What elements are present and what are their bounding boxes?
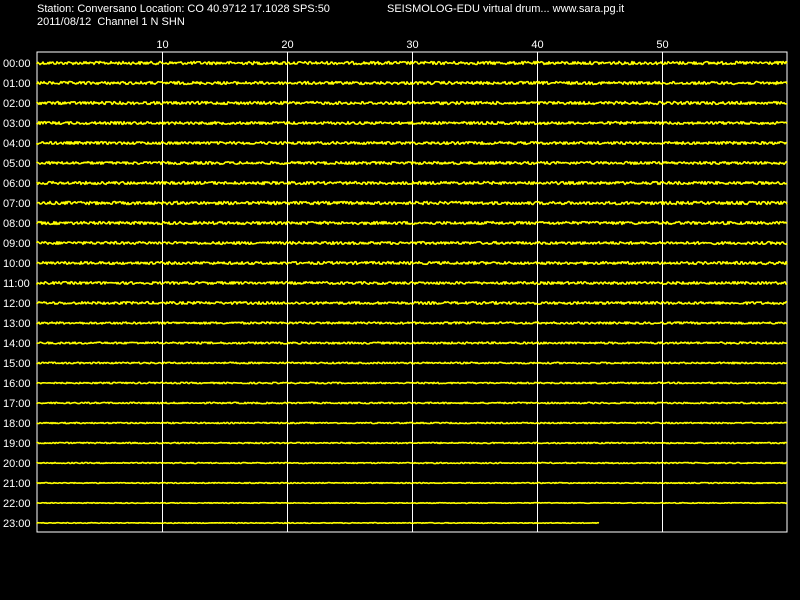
row-time-label: 12:00 xyxy=(3,298,31,310)
row-time-label: 01:00 xyxy=(3,78,31,90)
row-time-label: 04:00 xyxy=(3,138,31,150)
x-tick-label: 40 xyxy=(531,39,543,51)
seismic-trace-row xyxy=(36,521,600,525)
row-time-label: 14:00 xyxy=(3,338,31,350)
seismic-trace-row xyxy=(36,140,788,146)
row-time-label: 03:00 xyxy=(3,118,31,130)
x-tick-label: 50 xyxy=(656,39,668,51)
software-title-label: SEISMOLOG-EDU virtual drum... www.sara.p… xyxy=(387,3,625,15)
seismic-trace-row xyxy=(36,441,788,445)
row-time-label: 16:00 xyxy=(3,378,31,390)
seismic-trace-row xyxy=(36,341,788,345)
row-time-label: 21:00 xyxy=(3,478,31,490)
seismic-trace-row xyxy=(36,401,788,405)
seismic-trace-row xyxy=(36,180,788,186)
row-time-label: 23:00 xyxy=(3,518,31,530)
row-time-label: 07:00 xyxy=(3,198,31,210)
seismic-trace-row xyxy=(36,300,788,306)
station-info-label: Station: Conversano Location: CO 40.9712… xyxy=(37,3,330,15)
date-channel-label: 2011/08/12 Channel 1 N SHN xyxy=(37,16,185,28)
seismic-trace-row xyxy=(36,220,788,226)
row-time-label: 10:00 xyxy=(3,258,31,270)
label-layer: 10 20 30 40 50 00:00 01:00 02:00 03:00 04:00 05:00… xyxy=(3,39,669,530)
seismic-trace-row xyxy=(36,361,788,365)
seismic-trace-row xyxy=(36,321,788,325)
seismic-trace-row xyxy=(36,260,788,266)
x-tick-label: 10 xyxy=(156,39,168,51)
seismic-trace-row xyxy=(36,421,788,425)
seismic-trace-row xyxy=(36,280,788,286)
row-time-label: 19:00 xyxy=(3,438,31,450)
row-time-label: 18:00 xyxy=(3,418,31,430)
row-time-label: 17:00 xyxy=(3,398,31,410)
row-time-label: 02:00 xyxy=(3,98,31,110)
row-time-label: 13:00 xyxy=(3,318,31,330)
seismic-trace-row xyxy=(36,120,788,126)
grid-layer xyxy=(36,51,788,533)
row-time-label: 05:00 xyxy=(3,158,31,170)
seismic-trace-row xyxy=(36,200,788,206)
row-time-label: 15:00 xyxy=(3,358,31,370)
seismic-trace-row xyxy=(36,501,788,505)
seismic-trace-row xyxy=(36,100,788,106)
row-time-label: 08:00 xyxy=(3,218,31,230)
row-time-label: 00:00 xyxy=(3,58,31,70)
trace-layer xyxy=(36,60,788,525)
row-time-label: 20:00 xyxy=(3,458,31,470)
seismic-trace-row xyxy=(36,461,788,465)
seismic-trace-row xyxy=(36,240,788,246)
row-time-label: 22:00 xyxy=(3,498,31,510)
row-time-label: 11:00 xyxy=(3,278,30,290)
row-time-label: 06:00 xyxy=(3,178,31,190)
seismic-trace-row xyxy=(36,60,788,66)
seismic-trace-row xyxy=(36,481,788,485)
x-tick-label: 20 xyxy=(281,39,293,51)
seismic-trace-row xyxy=(36,80,788,86)
row-time-label: 09:00 xyxy=(3,238,31,250)
seismic-trace-row xyxy=(36,381,788,385)
seismic-trace-row xyxy=(36,160,788,166)
x-tick-label: 30 xyxy=(406,39,418,51)
